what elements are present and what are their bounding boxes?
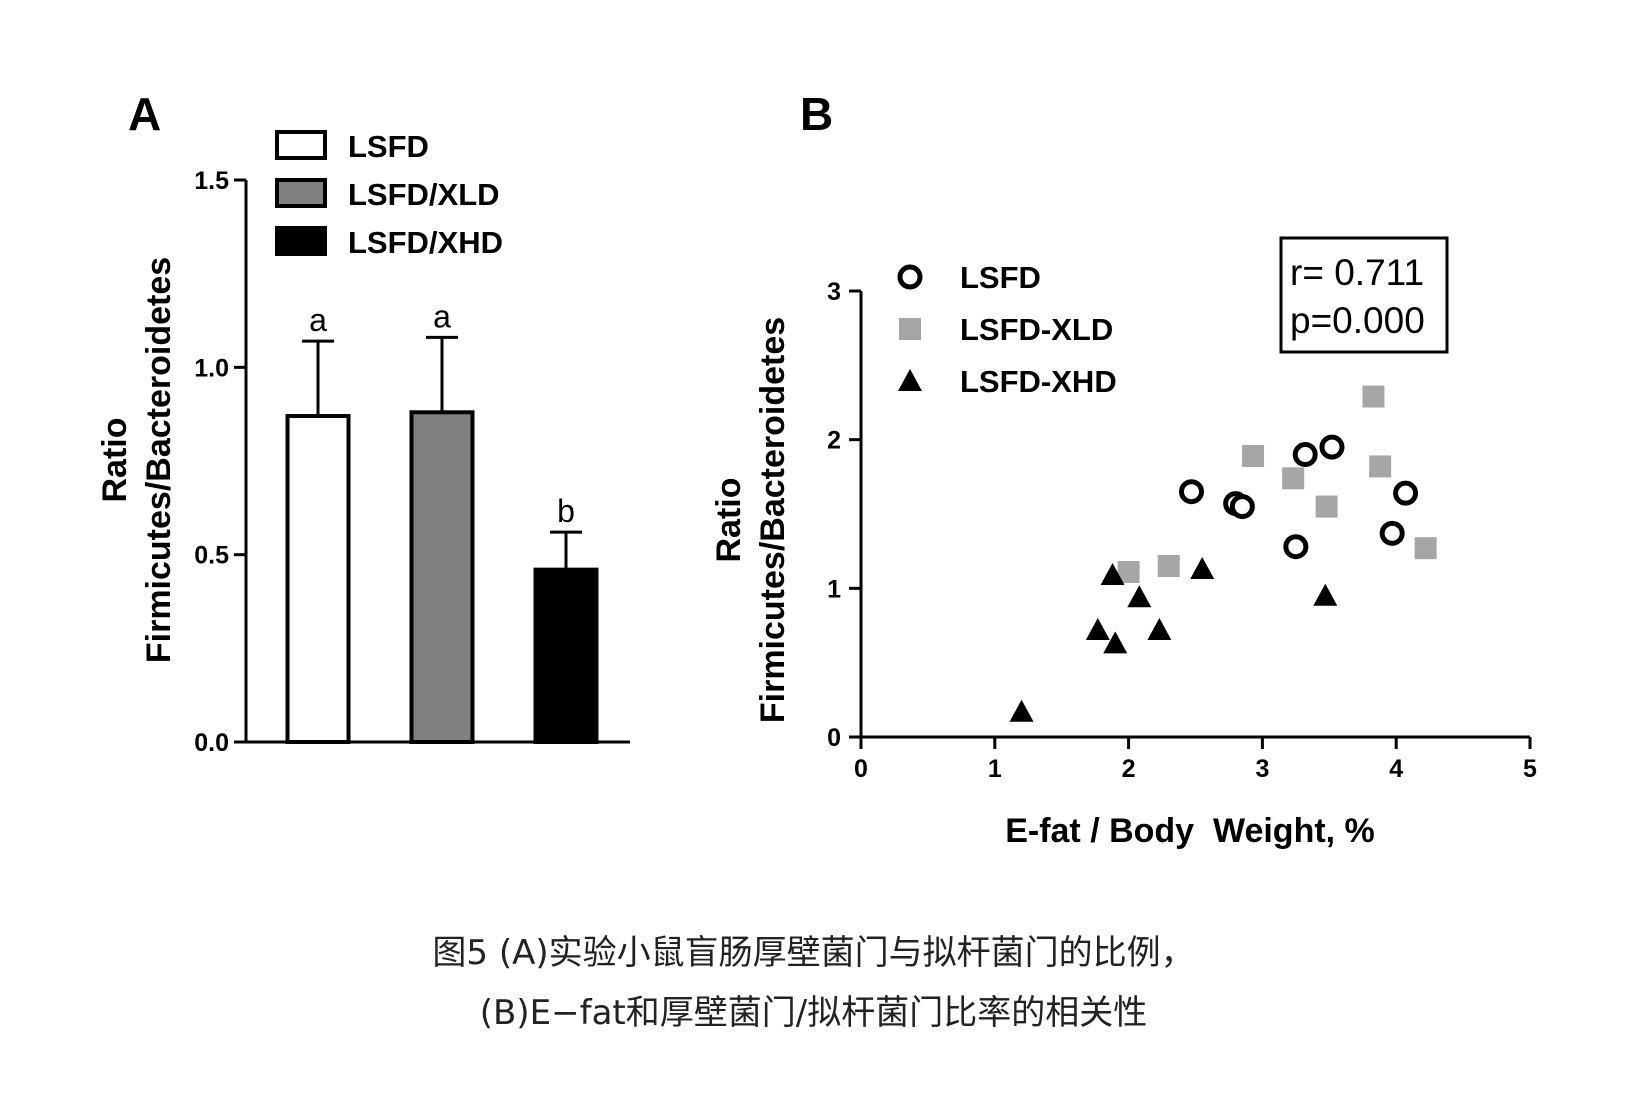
- y-tick-label: 1.5: [194, 167, 229, 195]
- data-point: [1242, 445, 1265, 468]
- stats-box-frame: [1279, 236, 1449, 354]
- y-tick-label: 1: [827, 575, 841, 603]
- data-point: [1157, 555, 1180, 578]
- data-point: [1229, 494, 1255, 520]
- panel-b-x-axis-title: E-fat / Body Weight, %: [1005, 812, 1375, 850]
- y-axis-title-line-1: Ratio: [710, 478, 748, 563]
- data-point: [1127, 585, 1152, 608]
- y-axis-title-line-2: Firmicutes/Bacteroidetes: [140, 257, 178, 663]
- data-point: [1283, 534, 1309, 560]
- significance-letter: a: [433, 298, 451, 334]
- data-point: [1414, 537, 1437, 560]
- y-axis-title-line-1: Ratio: [96, 418, 134, 503]
- y-tick-label: 0.5: [194, 542, 229, 570]
- data-point: [1319, 434, 1345, 460]
- panel-b-stats-box: r= 0.711 p=0.000: [1279, 236, 1449, 354]
- panel-b-axes: 0 1 2 3 0 1 2 3 4 5: [827, 278, 1537, 783]
- significance-letter: a: [309, 302, 327, 338]
- legend-marker: [899, 318, 921, 340]
- panel-b-y-axis-title: Ratio Firmicutes/Bacteroidetes: [710, 317, 792, 723]
- panel-a-y-axis-title: Ratio Firmicutes/Bacteroidetes: [96, 257, 178, 663]
- data-point: [1103, 631, 1128, 654]
- legend-label: LSFD-XHD: [960, 364, 1117, 399]
- bar: [285, 414, 351, 744]
- legend-label: LSFD: [348, 129, 429, 164]
- y-tick-label: 2: [827, 427, 841, 455]
- significance-letter: b: [557, 493, 575, 529]
- legend-label: LSFD: [960, 260, 1041, 295]
- bar: [409, 410, 475, 744]
- panel-b-points: [1009, 385, 1437, 722]
- y-tick-label: 3: [827, 278, 841, 306]
- data-point: [1147, 617, 1172, 640]
- data-point: [1313, 583, 1338, 606]
- x-tick-label: 2: [1122, 755, 1136, 783]
- correlation-p: p=0.000: [1290, 300, 1425, 341]
- x-tick-label: 1: [988, 755, 1002, 783]
- panel-b-label: B: [800, 88, 833, 140]
- x-tick-label: 5: [1523, 755, 1537, 783]
- data-point: [1117, 560, 1140, 583]
- legend-swatch: [275, 130, 327, 160]
- y-tick-label: 0: [827, 724, 841, 752]
- y-tick-label: 1.0: [194, 354, 229, 382]
- y-axis-title-line-2: Firmicutes/Bacteroidetes: [754, 317, 792, 723]
- x-tick-label: 3: [1255, 755, 1269, 783]
- y-tick-label: 0.0: [194, 729, 229, 757]
- panel-a-bars: a a b: [285, 298, 599, 744]
- panel-a-legend: LSFD LSFD/XLD LSFD/XHD: [275, 129, 503, 260]
- panel-b-legend: LSFD LSFD-XLD LSFD-XHD: [897, 260, 1117, 399]
- data-point: [1178, 479, 1204, 505]
- y-axis-title-group: Ratio Firmicutes/Bacteroidetes: [710, 317, 792, 723]
- legend-swatch: [275, 178, 327, 208]
- data-point: [1190, 557, 1215, 580]
- data-point: [1393, 480, 1419, 506]
- legend-marker: [897, 264, 923, 290]
- legend-marker: [898, 369, 922, 391]
- y-axis-title-group: Ratio Firmicutes/Bacteroidetes: [96, 257, 178, 663]
- x-tick-label: 4: [1389, 755, 1403, 783]
- bar: [533, 567, 599, 744]
- legend-label: LSFD/XLD: [348, 177, 500, 212]
- data-point: [1100, 562, 1125, 585]
- panel-a-label: A: [128, 88, 161, 140]
- data-point: [1362, 385, 1385, 408]
- legend-label: LSFD/XHD: [348, 225, 503, 260]
- data-point: [1282, 467, 1305, 490]
- caption-line-1: 图5 (A)实验小鼠盲肠厚壁菌门与拟杆菌门的比例，: [432, 933, 1195, 973]
- correlation-r: r= 0.711: [1290, 252, 1424, 293]
- panel-b: B 0 1 2 3 0 1 2 3 4 5 LSFD LSFD-XLD LSFD-XHD r= 0.7…: [710, 88, 1537, 850]
- data-point: [1315, 495, 1338, 518]
- caption-line-2: (B)E−fat和厚壁菌门/拟杆菌门比率的相关性: [479, 993, 1148, 1033]
- data-point: [1379, 520, 1405, 546]
- data-point: [1369, 455, 1392, 478]
- data-point: [1009, 699, 1034, 722]
- data-point: [1292, 442, 1318, 468]
- x-tick-label: 0: [854, 755, 868, 783]
- legend-label: LSFD-XLD: [960, 312, 1113, 347]
- data-point: [1085, 617, 1110, 640]
- legend-swatch: [275, 226, 327, 256]
